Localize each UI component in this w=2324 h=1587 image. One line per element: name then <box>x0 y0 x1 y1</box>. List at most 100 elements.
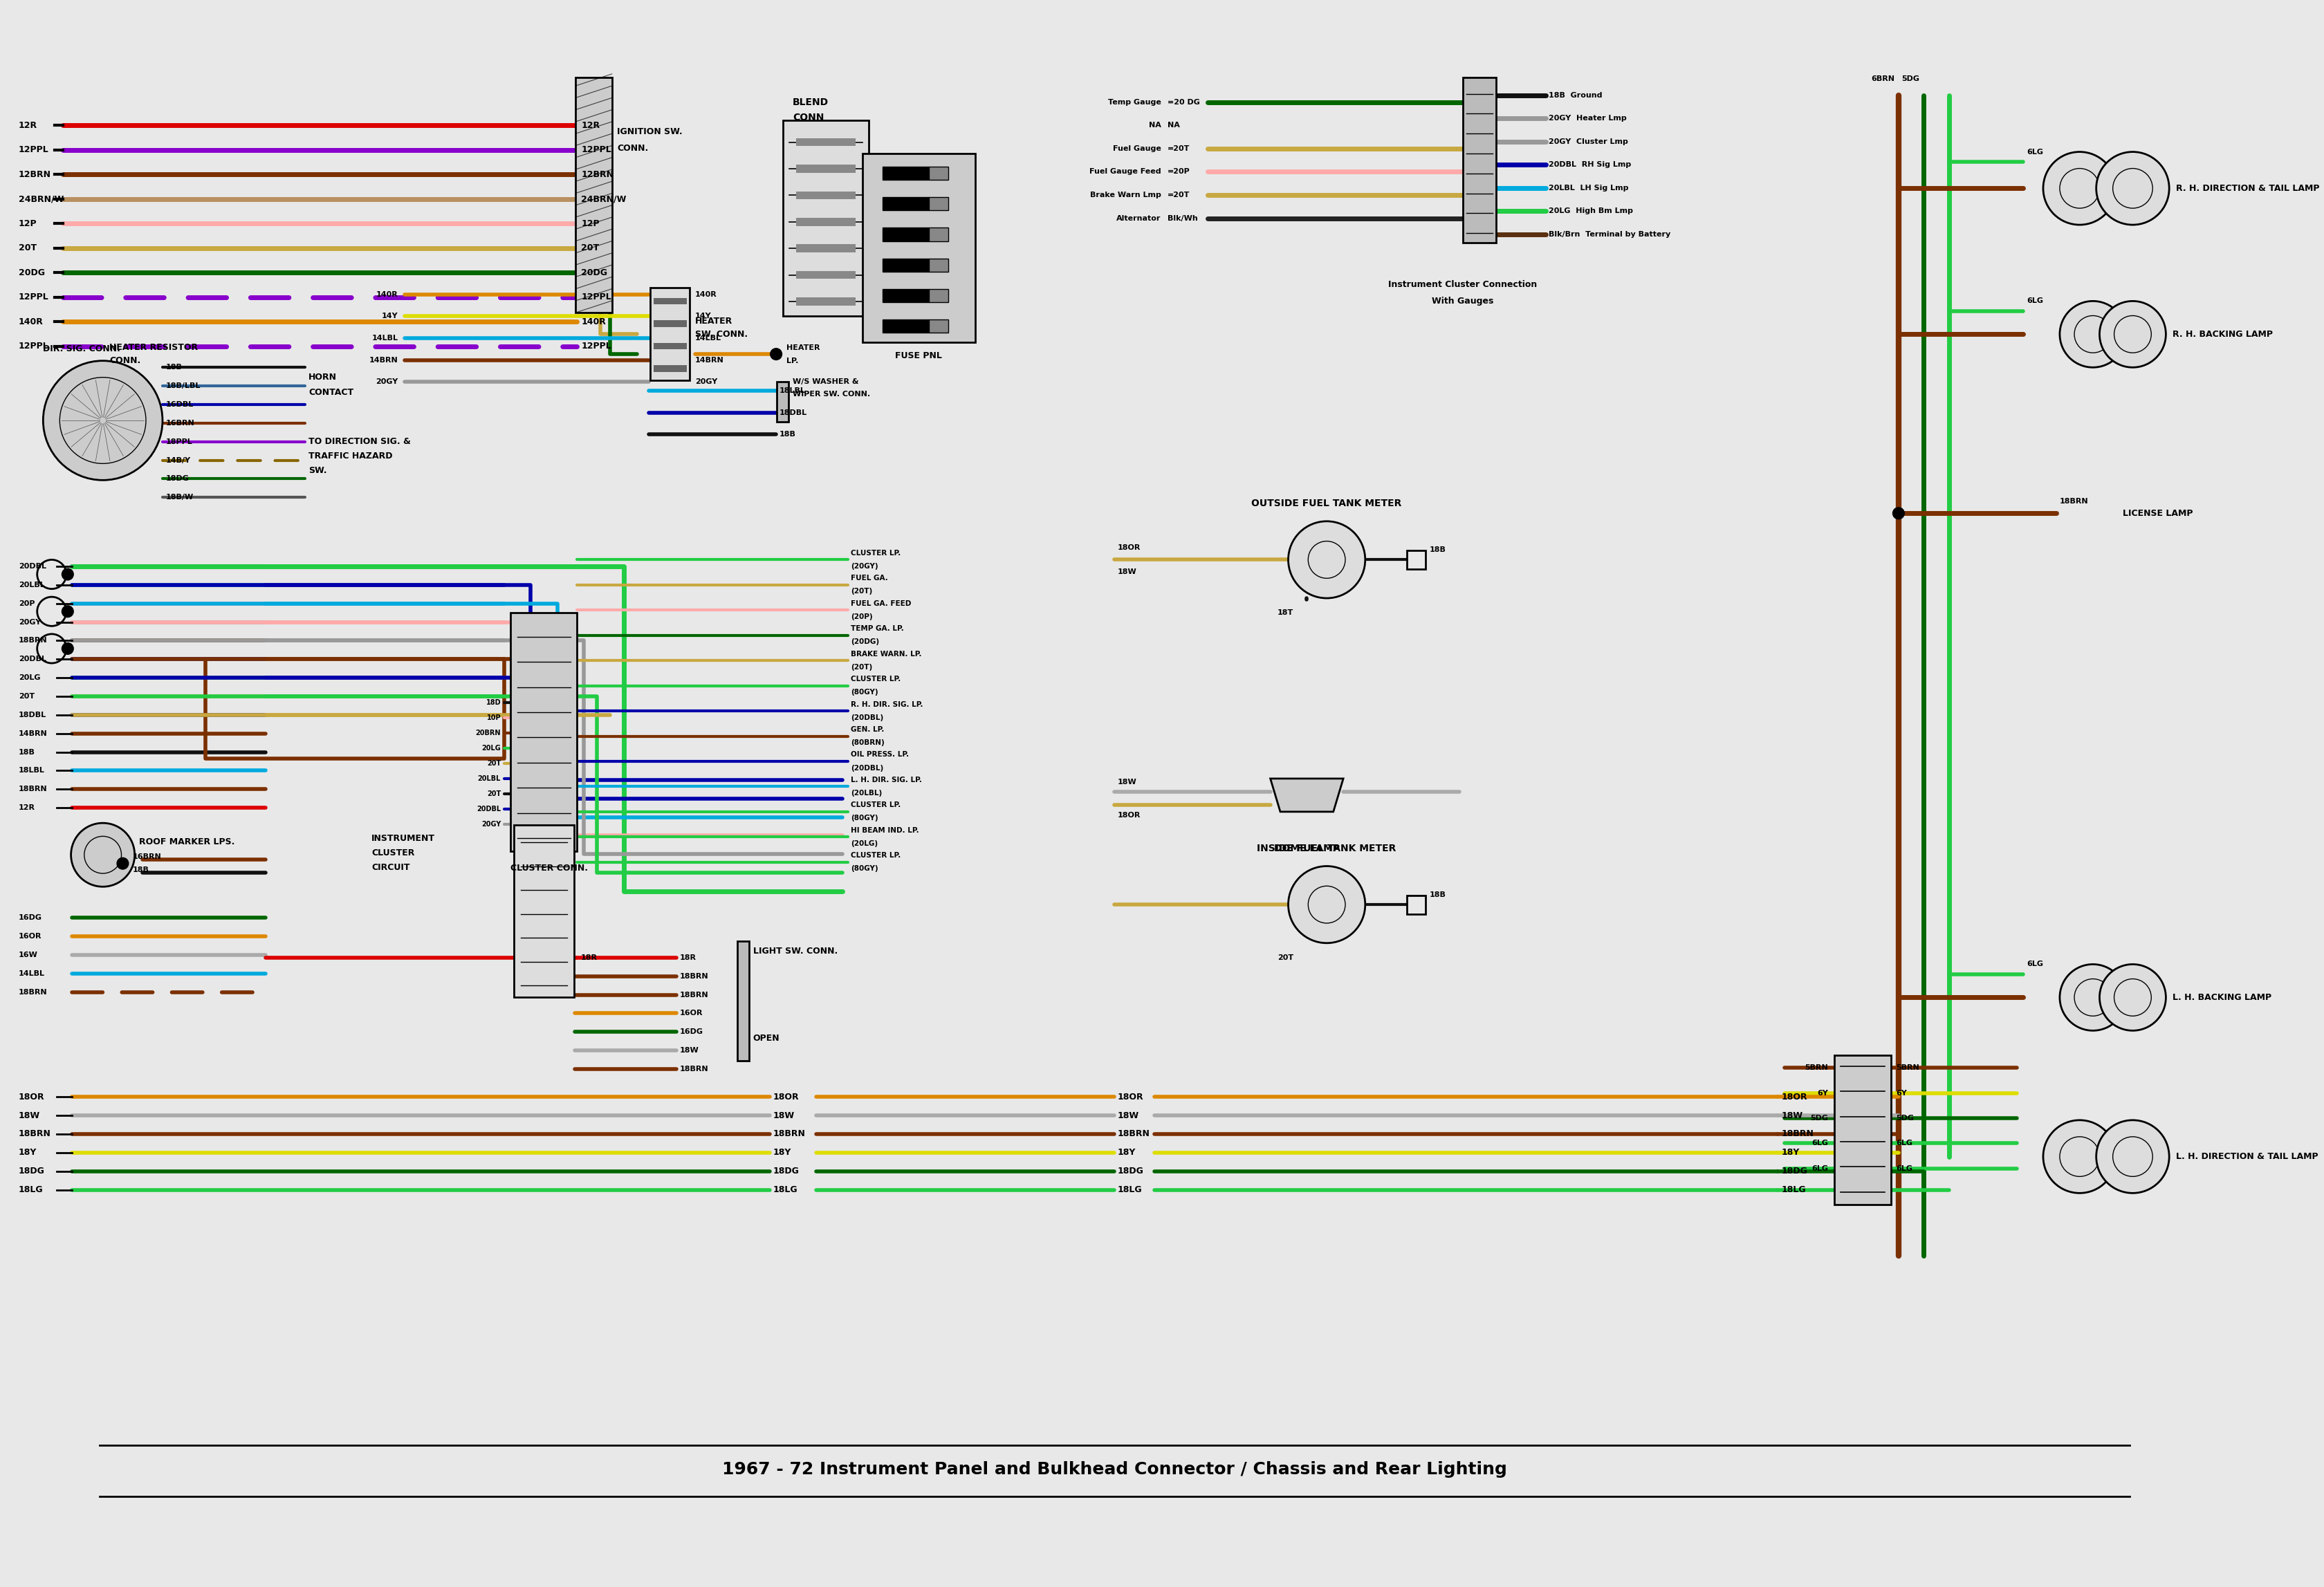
Text: Blk/Brn  Terminal by Battery: Blk/Brn Terminal by Battery <box>1550 232 1671 238</box>
Text: SW. CONN.: SW. CONN. <box>695 330 748 338</box>
Bar <box>797 297 855 305</box>
Text: 14B/Y: 14B/Y <box>165 457 191 463</box>
Bar <box>1406 895 1425 914</box>
Text: LIGHT SW. CONN.: LIGHT SW. CONN. <box>753 946 837 955</box>
Text: 18W: 18W <box>19 1111 40 1120</box>
Text: 18D: 18D <box>486 698 502 706</box>
Text: DIR. SIG. CONN.: DIR. SIG. CONN. <box>44 344 121 354</box>
Circle shape <box>63 570 72 579</box>
Circle shape <box>2099 302 2166 368</box>
Text: DOME LAMP: DOME LAMP <box>1274 843 1339 854</box>
Text: With Gauges: With Gauges <box>1432 297 1494 306</box>
Text: 18DG: 18DG <box>19 1166 44 1176</box>
Text: 20GY  Cluster Lmp: 20GY Cluster Lmp <box>1550 138 1629 144</box>
Text: 18B: 18B <box>165 363 181 371</box>
Text: 20T: 20T <box>581 243 600 252</box>
Text: Instrument Cluster Connection: Instrument Cluster Connection <box>1387 279 1536 289</box>
Text: CONN.: CONN. <box>616 144 648 152</box>
Text: 10P: 10P <box>486 714 502 720</box>
Text: 18LBL: 18LBL <box>19 767 44 774</box>
Text: 20DG: 20DG <box>581 268 607 278</box>
Circle shape <box>2099 965 2166 1030</box>
Bar <box>862 154 976 343</box>
Bar <box>883 197 930 211</box>
Circle shape <box>72 824 135 887</box>
Text: 18DBL: 18DBL <box>779 409 806 416</box>
Text: 6LG: 6LG <box>1813 1165 1829 1173</box>
Bar <box>930 259 948 271</box>
Text: 20DBL: 20DBL <box>476 806 502 813</box>
Text: NA: NA <box>1148 122 1162 129</box>
Bar <box>737 941 748 1060</box>
Text: (80GY): (80GY) <box>851 814 878 822</box>
Text: 18BRN: 18BRN <box>1118 1130 1150 1138</box>
Text: 18DBL: 18DBL <box>19 711 46 719</box>
Text: 5BRN: 5BRN <box>1896 1065 1920 1071</box>
Text: OPEN: OPEN <box>753 1035 779 1043</box>
Text: 20P: 20P <box>19 600 35 606</box>
Text: 5DG: 5DG <box>1901 76 1920 83</box>
Text: BRAKE WARN. LP.: BRAKE WARN. LP. <box>851 651 923 657</box>
Text: 20LG: 20LG <box>481 744 502 752</box>
Text: 18R: 18R <box>681 954 697 962</box>
Text: L. H. BACKING LAMP: L. H. BACKING LAMP <box>2173 993 2271 1001</box>
Text: BLEND: BLEND <box>792 97 830 106</box>
Text: 14Y: 14Y <box>381 313 397 321</box>
Text: 20T: 20T <box>19 694 35 700</box>
Text: 20GY: 20GY <box>19 619 42 625</box>
Bar <box>653 343 686 349</box>
Text: =20 DG: =20 DG <box>1167 98 1199 106</box>
Text: 16DBL: 16DBL <box>165 402 193 408</box>
Text: 18LBL: 18LBL <box>779 387 806 394</box>
Text: 14LBL: 14LBL <box>372 335 397 341</box>
Text: CLUSTER LP.: CLUSTER LP. <box>851 549 902 557</box>
Text: 20LBL: 20LBL <box>19 581 44 589</box>
Bar <box>797 165 855 173</box>
Text: OIL PRESS. LP.: OIL PRESS. LP. <box>851 751 909 759</box>
Bar <box>511 613 576 852</box>
Text: 18B: 18B <box>132 867 149 873</box>
Text: 24BRN/W: 24BRN/W <box>581 195 627 203</box>
Text: 18R: 18R <box>581 954 597 962</box>
Text: CLUSTER LP.: CLUSTER LP. <box>851 676 902 682</box>
Text: 12PPL: 12PPL <box>581 292 611 302</box>
Bar <box>783 121 869 316</box>
Text: 18BRN: 18BRN <box>2059 498 2089 505</box>
Text: Fuel Gauge Feed: Fuel Gauge Feed <box>1090 168 1162 175</box>
Text: (20LG): (20LG) <box>851 840 878 847</box>
Text: 6LG: 6LG <box>2027 298 2043 305</box>
Text: 6BRN: 6BRN <box>1871 76 1894 83</box>
Text: 18LG: 18LG <box>19 1185 44 1195</box>
Text: 12PPL: 12PPL <box>19 292 49 302</box>
Text: HEATER: HEATER <box>786 344 820 351</box>
Text: W/S WASHER &: W/S WASHER & <box>792 379 860 386</box>
Circle shape <box>44 360 163 481</box>
Text: CLUSTER LP.: CLUSTER LP. <box>851 852 902 859</box>
Text: 14LBL: 14LBL <box>19 970 44 978</box>
Text: 12R: 12R <box>19 121 37 130</box>
Text: 18BRN: 18BRN <box>681 992 709 998</box>
Text: (20DBL): (20DBL) <box>851 714 883 720</box>
Text: R. H. DIR. SIG. LP.: R. H. DIR. SIG. LP. <box>851 701 923 708</box>
Text: 20LG: 20LG <box>19 674 40 681</box>
Text: 18Y: 18Y <box>774 1147 790 1157</box>
Text: Fuel Gauge: Fuel Gauge <box>1113 144 1162 152</box>
Text: 5DG: 5DG <box>1896 1114 1915 1122</box>
Text: 20DBL: 20DBL <box>19 563 46 570</box>
Text: CLUSTER: CLUSTER <box>372 849 414 857</box>
Text: 6Y: 6Y <box>1896 1090 1908 1097</box>
Text: (20T): (20T) <box>851 663 874 671</box>
Text: 18T: 18T <box>1278 609 1294 616</box>
Text: Alternator: Alternator <box>1116 214 1162 222</box>
Text: 18BRN: 18BRN <box>19 1130 51 1138</box>
Text: 140R: 140R <box>581 317 607 325</box>
Text: 18LG: 18LG <box>1118 1185 1143 1195</box>
Text: 18BRN: 18BRN <box>19 786 46 792</box>
Circle shape <box>772 349 781 359</box>
Bar <box>930 319 948 333</box>
Text: CIRCUIT: CIRCUIT <box>372 863 409 871</box>
Text: 12BRN: 12BRN <box>581 170 614 179</box>
Text: 18BRN: 18BRN <box>19 989 46 995</box>
Bar <box>514 825 574 998</box>
Bar <box>930 197 948 211</box>
